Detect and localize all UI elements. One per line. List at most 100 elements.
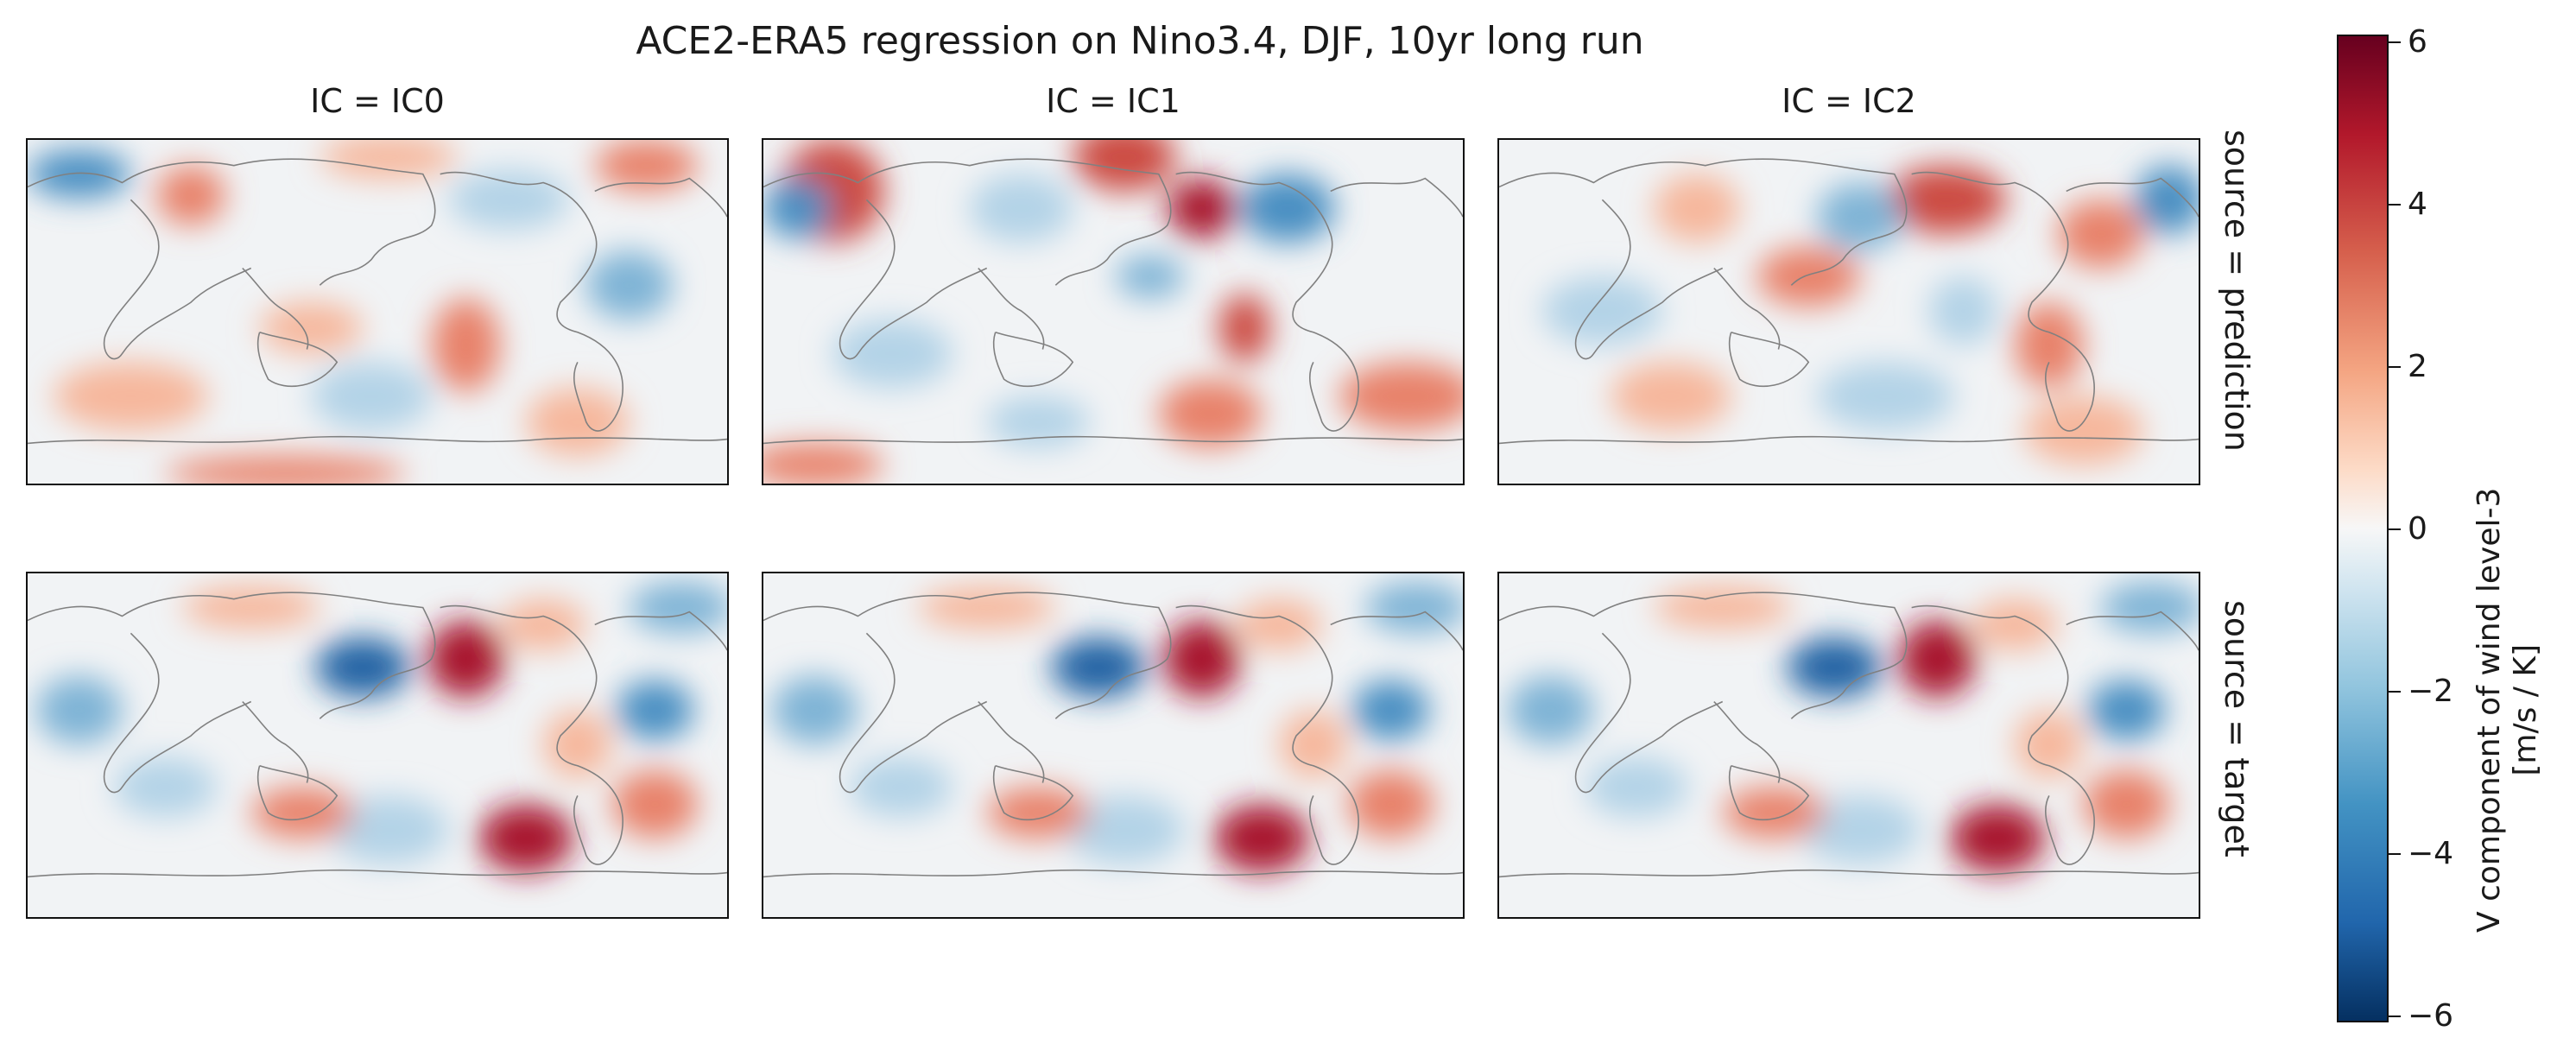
negative-anomaly bbox=[2100, 581, 2199, 634]
coastline bbox=[763, 158, 1172, 286]
coastline bbox=[1911, 604, 2095, 865]
positive-anomaly bbox=[478, 804, 573, 873]
colorbar-tick bbox=[2389, 853, 2401, 855]
colorbar-label-line1: V component of wind level-3 bbox=[2472, 487, 2507, 933]
column-label-ic1: IC = IC1 bbox=[1046, 82, 1180, 120]
coastline bbox=[2066, 177, 2199, 218]
map-field bbox=[28, 140, 727, 484]
negative-anomaly bbox=[1817, 182, 1903, 251]
positive-anomaly bbox=[431, 298, 501, 393]
coastline bbox=[103, 632, 252, 794]
negative-anomaly bbox=[1351, 680, 1430, 741]
positive-anomaly bbox=[1885, 165, 2007, 234]
coastline bbox=[978, 700, 1045, 783]
coastline bbox=[1175, 604, 1359, 865]
negative-anomaly bbox=[1585, 756, 1688, 818]
negative-anomaly bbox=[1507, 675, 1594, 745]
colorbar-tick-label: 4 bbox=[2408, 187, 2427, 222]
coastline bbox=[256, 765, 339, 821]
coastline bbox=[28, 435, 727, 445]
negative-anomaly bbox=[771, 675, 858, 745]
coastline bbox=[1713, 700, 1781, 783]
negative-anomaly bbox=[1787, 637, 1882, 698]
map-field bbox=[763, 573, 1463, 917]
positive-anomaly bbox=[1722, 787, 1826, 838]
colorbar-tick-label: 0 bbox=[2408, 511, 2427, 547]
positive-anomaly bbox=[165, 456, 406, 484]
coastline bbox=[839, 632, 988, 794]
negative-anomaly bbox=[1364, 581, 1463, 634]
positive-anomaly bbox=[763, 443, 884, 484]
column-label-ic0: IC = IC0 bbox=[310, 82, 445, 120]
negative-anomaly bbox=[448, 169, 569, 230]
negative-anomaly bbox=[763, 178, 832, 238]
negative-anomaly bbox=[986, 396, 1091, 448]
coastline bbox=[440, 604, 623, 865]
negative-anomaly bbox=[315, 637, 410, 698]
negative-anomaly bbox=[328, 795, 449, 864]
figure-title: ACE2-ERA5 regression on Nino3.4, DJF, 10… bbox=[636, 19, 1644, 63]
column-label-ic2: IC = IC2 bbox=[1782, 82, 1916, 120]
colorbar-tick bbox=[2389, 41, 2401, 43]
coastline bbox=[1713, 267, 1781, 350]
coastline bbox=[2066, 611, 2199, 651]
positive-anomaly bbox=[2083, 769, 2170, 838]
field-background bbox=[1499, 573, 2199, 917]
positive-anomaly bbox=[500, 598, 586, 651]
coastline bbox=[839, 199, 988, 360]
map-field bbox=[763, 140, 1463, 484]
negative-anomaly bbox=[1541, 276, 1663, 345]
colorbar-tick bbox=[2389, 691, 2401, 693]
positive-anomaly bbox=[611, 769, 699, 838]
coastline bbox=[1499, 435, 2199, 445]
positive-anomaly bbox=[259, 302, 364, 354]
negative-anomaly bbox=[832, 319, 953, 389]
coastline bbox=[1330, 611, 1463, 651]
coastline bbox=[1574, 199, 1724, 360]
positive-anomaly bbox=[1756, 246, 1860, 307]
colorbar-tick bbox=[2389, 204, 2401, 206]
map-panel-prediction-ic2 bbox=[1497, 138, 2200, 485]
coastline bbox=[242, 700, 309, 783]
map-field bbox=[1499, 140, 2199, 484]
coastline bbox=[1574, 632, 1724, 794]
map-field bbox=[1499, 573, 2199, 917]
coastline bbox=[28, 869, 727, 878]
positive-anomaly bbox=[1898, 620, 1977, 698]
colorbar-tick-label: 2 bbox=[2408, 349, 2427, 384]
coastline bbox=[440, 171, 623, 432]
positive-anomaly bbox=[1158, 379, 1263, 448]
negative-anomaly bbox=[1064, 795, 1185, 864]
coastline bbox=[28, 592, 436, 719]
positive-anomaly bbox=[1214, 804, 1309, 873]
colorbar-tick-label: −4 bbox=[2408, 836, 2454, 871]
coastline bbox=[978, 267, 1045, 350]
field-background bbox=[763, 573, 1463, 917]
positive-anomaly bbox=[986, 787, 1091, 838]
map-field bbox=[28, 573, 727, 917]
negative-anomaly bbox=[35, 675, 123, 745]
negative-anomaly bbox=[1817, 362, 1955, 431]
negative-anomaly bbox=[311, 362, 432, 431]
coastline bbox=[992, 765, 1074, 821]
colorbar-tick-label: −2 bbox=[2408, 674, 2454, 709]
coastline bbox=[1175, 171, 1359, 432]
negative-anomaly bbox=[616, 680, 694, 741]
positive-anomaly bbox=[2023, 396, 2144, 465]
coastline bbox=[763, 869, 1463, 878]
coastline bbox=[992, 332, 1074, 388]
coastline bbox=[1728, 765, 1810, 821]
map-panel-target-ic1 bbox=[762, 572, 1465, 919]
positive-anomaly bbox=[427, 620, 505, 698]
positive-anomaly bbox=[2015, 710, 2084, 779]
coastline bbox=[1499, 869, 2199, 878]
coastline bbox=[763, 592, 1172, 719]
coastline bbox=[242, 267, 309, 350]
positive-anomaly bbox=[53, 362, 208, 431]
positive-anomaly bbox=[1073, 140, 1176, 192]
negative-anomaly bbox=[585, 250, 673, 320]
colorbar-tick-label: −6 bbox=[2408, 998, 2454, 1034]
positive-anomaly bbox=[1236, 598, 1322, 651]
negative-anomaly bbox=[1240, 174, 1335, 243]
map-panel-target-ic2 bbox=[1497, 572, 2200, 919]
